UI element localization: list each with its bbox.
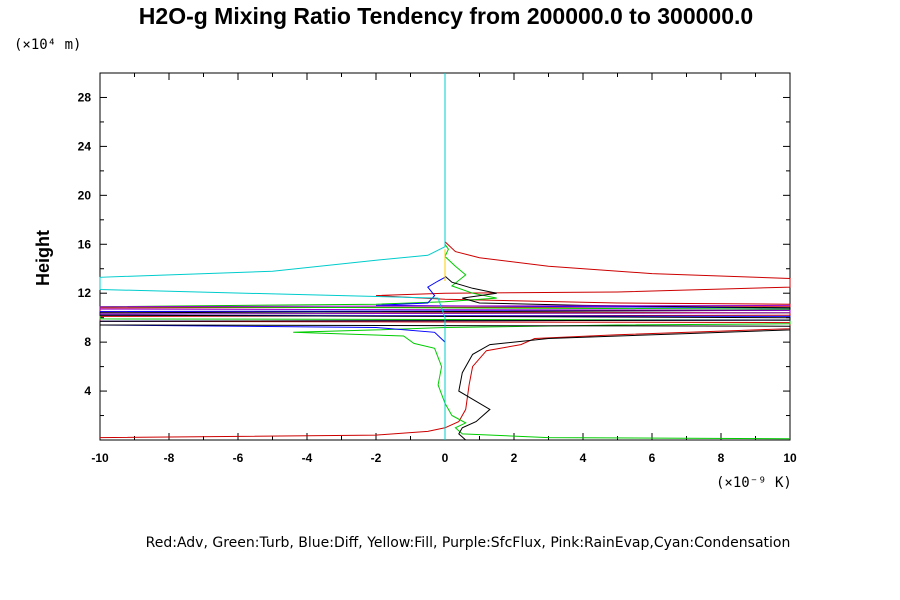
x-tick-label: -10 (91, 451, 109, 465)
x-tick-label: -6 (233, 451, 244, 465)
chart-title: H2O-g Mixing Ratio Tendency from 200000.… (139, 3, 753, 29)
x-axis-unit: (×10⁻⁹ K) (716, 475, 792, 491)
x-tick-label: 8 (718, 451, 725, 465)
series-line-4 (99, 275, 791, 441)
x-tick-label: 4 (580, 451, 587, 465)
y-axis-unit: (×10⁴ m) (14, 37, 81, 53)
data-lines (99, 73, 791, 441)
y-tick-label: 8 (84, 335, 91, 349)
x-tick-label: 6 (649, 451, 656, 465)
x-tick-label: 2 (511, 451, 518, 465)
x-tick-label: -4 (302, 451, 313, 465)
series-line-5 (99, 304, 791, 315)
y-axis-label: Height (33, 230, 53, 286)
x-tick-label: -2 (371, 451, 382, 465)
series-line-7 (99, 73, 446, 440)
series-line-2 (99, 244, 791, 440)
x-tick-label: 0 (442, 451, 449, 465)
x-tick-label: 10 (783, 451, 797, 465)
legend-text: Red:Adv, Green:Turb, Blue:Diff, Yellow:F… (146, 535, 791, 551)
y-tick-label: 4 (84, 384, 91, 398)
y-tick-label: 28 (78, 90, 92, 104)
x-tick-label: -8 (164, 451, 175, 465)
y-tick-label: 16 (78, 237, 92, 251)
series-line-1 (99, 241, 791, 439)
y-tick-label: 24 (78, 139, 92, 153)
y-tick-label: 20 (78, 188, 92, 202)
y-tick-label: 12 (78, 286, 92, 300)
